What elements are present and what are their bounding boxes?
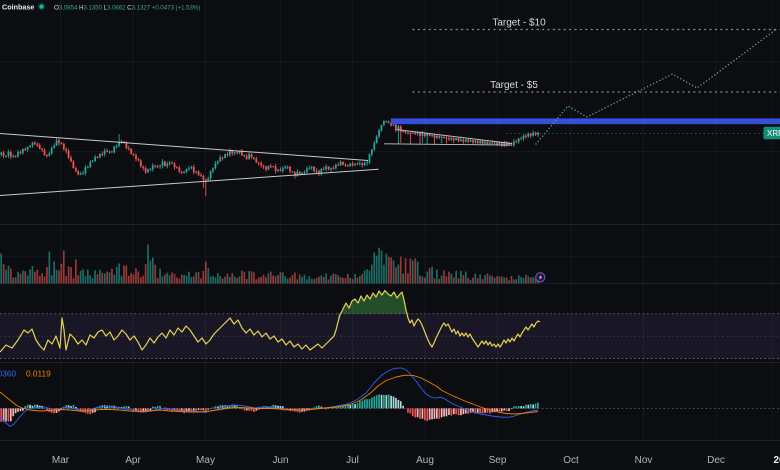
svg-text:Sep: Sep: [489, 455, 507, 466]
svg-text:Nov: Nov: [635, 455, 653, 466]
svg-text:Dec: Dec: [707, 455, 725, 466]
svg-text:Mar: Mar: [52, 455, 70, 466]
svg-text:2026: 2026: [774, 455, 780, 466]
svg-text:Apr: Apr: [125, 455, 141, 466]
svg-text:-0.0360: -0.0360: [0, 369, 17, 379]
svg-text:Aug: Aug: [416, 455, 434, 466]
svg-text:May: May: [196, 455, 215, 466]
svg-text:Coinbase: Coinbase: [2, 3, 34, 12]
svg-text:Jul: Jul: [346, 455, 359, 466]
svg-text:O3.0854 H3.1350 L3.0662 C3.132: O3.0854 H3.1350 L3.0662 C3.1327 +0.0473 …: [54, 5, 200, 12]
svg-text:XRP: XRP: [767, 129, 780, 138]
svg-text:Jun: Jun: [272, 455, 288, 466]
svg-text:0.0119: 0.0119: [26, 369, 51, 379]
svg-text:Target - $5: Target - $5: [490, 80, 538, 91]
svg-text:Target - $10: Target - $10: [492, 18, 546, 29]
svg-text:Oct: Oct: [563, 455, 579, 466]
